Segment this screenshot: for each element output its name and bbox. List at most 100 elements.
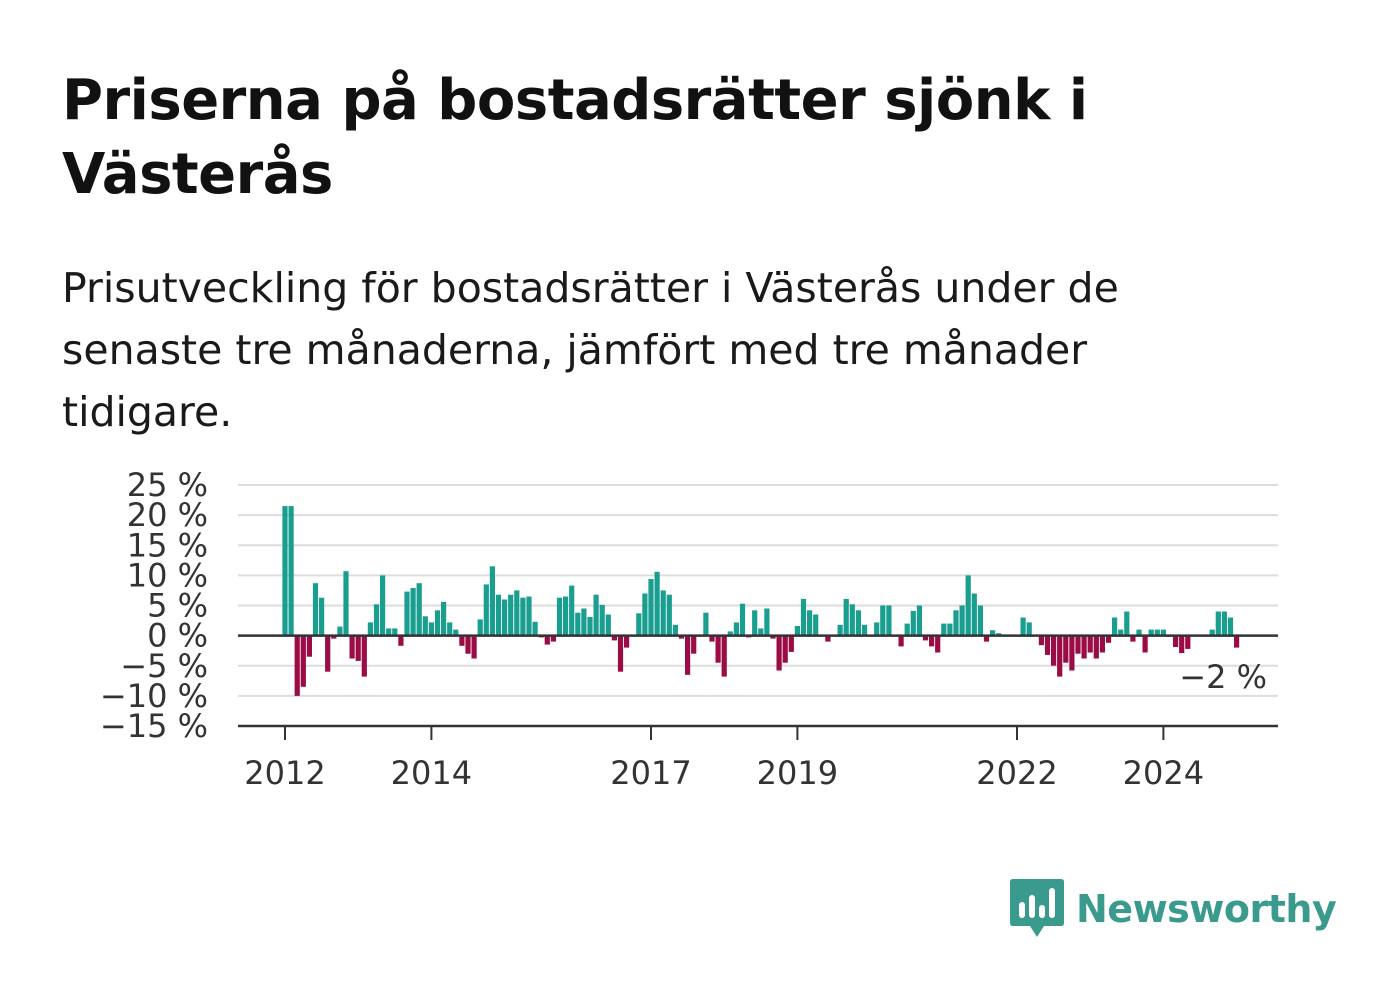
bar-chart: 25 %20 %15 %10 %5 %0 %−5 %−10 %−15 % 201…	[100, 466, 1278, 792]
bar	[971, 593, 977, 636]
x-tick-label: 2017	[610, 754, 691, 792]
brand-name: Newsworthy	[1076, 887, 1337, 931]
bar	[776, 635, 782, 671]
x-tick-label: 2022	[976, 754, 1057, 792]
bar	[1215, 611, 1221, 636]
y-tick-label: 15 %	[127, 526, 208, 564]
bar	[947, 623, 953, 636]
bar	[715, 635, 721, 663]
bar	[386, 628, 392, 636]
bar	[1148, 629, 1154, 636]
bar	[361, 635, 367, 677]
bar	[624, 635, 630, 648]
bar	[282, 506, 288, 636]
bars	[282, 506, 1240, 696]
bar	[739, 603, 746, 636]
bar	[300, 635, 306, 687]
bar	[1044, 635, 1051, 655]
bar	[843, 598, 849, 636]
bar	[306, 635, 312, 657]
bar	[581, 608, 587, 636]
bar	[508, 594, 514, 636]
bar	[373, 604, 380, 636]
bar	[1087, 635, 1093, 653]
bar	[1179, 635, 1185, 654]
bar	[477, 619, 483, 636]
bar	[1026, 622, 1032, 636]
bar	[471, 635, 477, 659]
bar	[721, 635, 727, 677]
bar	[434, 610, 441, 636]
bar	[416, 583, 422, 636]
bar	[752, 610, 758, 636]
y-tick-label: −15 %	[100, 707, 208, 745]
bar	[398, 635, 404, 646]
bar	[1081, 635, 1087, 659]
bar	[1063, 635, 1069, 663]
bar	[642, 593, 648, 636]
bar	[910, 610, 916, 636]
bar	[1234, 635, 1240, 648]
bar	[447, 622, 453, 636]
bar	[1075, 635, 1081, 654]
bar	[916, 605, 922, 636]
bar	[367, 622, 373, 636]
bar	[813, 614, 819, 636]
bar	[1221, 611, 1227, 636]
x-axis: 2012 2014 2017 2019 2022 2024	[238, 724, 1278, 792]
x-tick-label: 2012	[244, 754, 325, 792]
bar	[599, 604, 605, 636]
bar	[428, 622, 434, 636]
bar	[953, 610, 959, 636]
bar	[727, 631, 733, 636]
bar	[861, 624, 868, 636]
x-tick-label: 2024	[1123, 754, 1204, 792]
bar	[691, 635, 697, 654]
bar	[959, 605, 965, 636]
bar	[392, 628, 398, 636]
y-tick-label: −5 %	[120, 647, 208, 685]
bar	[514, 590, 520, 636]
bar	[441, 601, 447, 636]
bar	[703, 612, 709, 636]
bar	[587, 616, 593, 636]
bar	[605, 614, 611, 636]
bar	[764, 608, 770, 636]
bar	[1057, 635, 1063, 677]
y-tick-label: 0 %	[147, 617, 208, 655]
bar	[617, 635, 624, 672]
bar	[648, 579, 654, 636]
bar	[886, 605, 892, 636]
bar	[575, 612, 581, 636]
bar	[965, 575, 971, 636]
bar	[422, 616, 428, 636]
y-axis-labels: 25 %20 %15 %10 %5 %0 %−5 %−10 %−15 %	[100, 466, 208, 745]
bar	[526, 596, 532, 636]
bar	[1020, 617, 1026, 636]
bar	[556, 597, 563, 636]
bar	[782, 635, 788, 663]
bar	[483, 584, 489, 636]
y-tick-label: 20 %	[127, 496, 208, 534]
bar	[611, 635, 617, 641]
bar	[294, 635, 300, 696]
bar	[1093, 635, 1099, 659]
bar	[1038, 635, 1044, 646]
bar	[837, 624, 843, 636]
bar	[1142, 635, 1148, 653]
bar	[929, 635, 935, 647]
bar	[1160, 629, 1166, 636]
bar	[343, 571, 349, 636]
bar	[1173, 635, 1179, 647]
bar	[349, 635, 355, 659]
chart-title: Priserna på bostadsrätter sjönk i Väster…	[62, 68, 1088, 207]
last-value-label: −2 %	[1179, 658, 1267, 696]
bar	[758, 628, 764, 636]
bar	[636, 613, 642, 636]
bar	[678, 635, 685, 639]
bar	[654, 571, 660, 636]
y-tick-label: −10 %	[100, 677, 208, 715]
bar	[325, 635, 331, 672]
bar	[800, 598, 807, 636]
bar	[733, 622, 739, 636]
